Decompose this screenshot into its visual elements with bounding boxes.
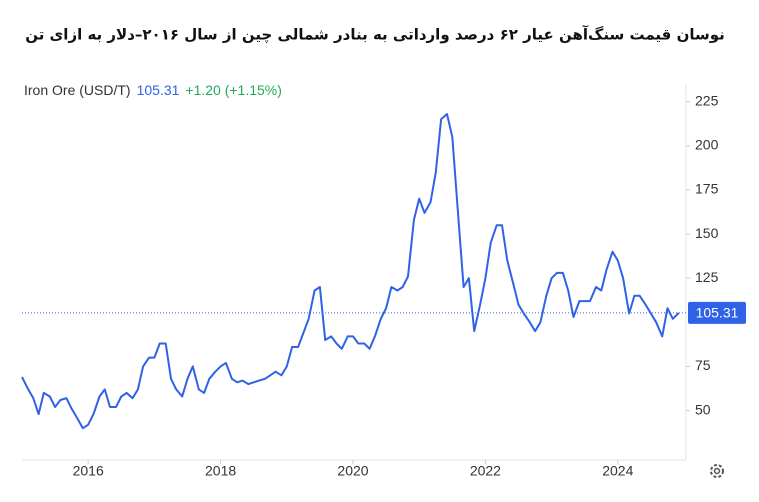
current-value: 105.31 (137, 82, 180, 98)
chart-title: نوسان قیمت سنگ‌آهن عیار ۶۲ درصد وارداتی … (25, 26, 725, 45)
x-tick-label: 2020 (337, 463, 368, 479)
y-tick-label: 175 (695, 181, 719, 197)
legend: Iron Ore (USD/T) 105.31 +1.20 (+1.15%) (24, 82, 282, 98)
instrument-name: Iron Ore (USD/T) (24, 82, 131, 98)
x-tick-label: 2016 (73, 463, 104, 479)
current-value-box (688, 301, 746, 324)
current-value-label: 105.31 (696, 305, 739, 321)
settings-icon[interactable] (710, 464, 724, 478)
y-tick-label: 225 (695, 92, 719, 108)
y-tick-label: 150 (695, 225, 719, 241)
y-tick-label: 125 (695, 269, 719, 285)
x-tick-label: 2024 (602, 463, 633, 479)
x-tick-label: 2022 (470, 463, 501, 479)
change: +1.20 (+1.15%) (185, 82, 282, 98)
price-line (21, 113, 680, 430)
y-tick-label: 200 (695, 136, 719, 152)
x-tick-label: 2018 (205, 463, 236, 479)
y-tick-label: 50 (695, 401, 711, 417)
y-tick-label: 75 (695, 357, 711, 373)
